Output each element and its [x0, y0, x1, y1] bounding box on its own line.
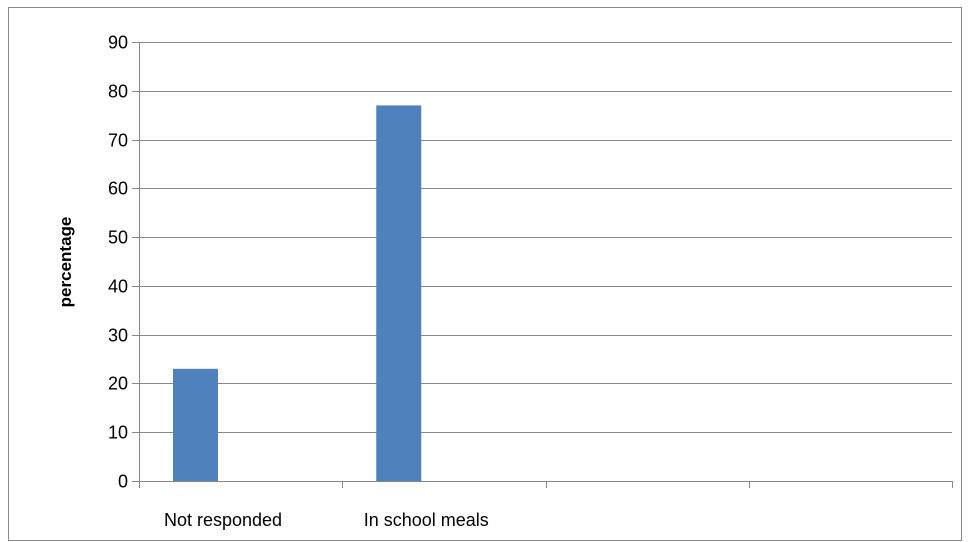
chart-frame	[8, 7, 962, 541]
y-tick-label: 10	[108, 423, 128, 443]
axes	[139, 42, 953, 488]
y-tick-label: 30	[108, 326, 128, 346]
x-tick-label: Not responded	[164, 510, 282, 530]
y-tick-label: 50	[108, 228, 128, 248]
y-tick-label: 80	[108, 82, 128, 102]
x-tick-label: In school meals	[364, 510, 489, 530]
bar-0	[173, 368, 218, 481]
y-tick-labels: 0 10 20 30 40 50 60 70 80 90	[108, 33, 128, 492]
y-tick-label: 70	[108, 131, 128, 151]
y-axis-title: percentage	[56, 217, 75, 308]
y-tick-label: 90	[108, 33, 128, 53]
bar-1	[376, 105, 422, 482]
x-tick-labels: Not responded In school meals	[164, 510, 489, 530]
y-tick-label: 60	[108, 179, 128, 199]
gridlines	[132, 42, 952, 482]
bars	[173, 105, 422, 482]
y-tick-label: 40	[108, 277, 128, 297]
y-tick-label: 0	[118, 472, 128, 492]
y-tick-label: 20	[108, 374, 128, 394]
